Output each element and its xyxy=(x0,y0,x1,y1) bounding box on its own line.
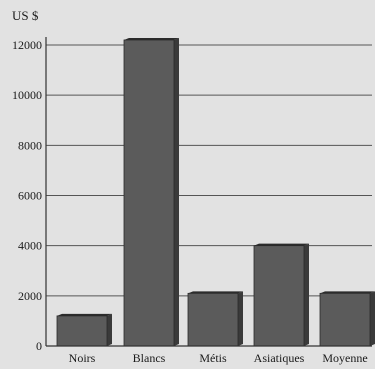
x-category-label: Noirs xyxy=(69,351,96,365)
bar-side-face xyxy=(238,291,243,346)
bar-front-face xyxy=(187,292,239,347)
bar-noirs xyxy=(56,313,112,347)
y-axis-unit-label: US $ xyxy=(12,8,39,23)
y-tick-label: 8000 xyxy=(18,138,42,152)
bar-top-face xyxy=(124,37,179,40)
bar-asiatiques xyxy=(253,243,309,347)
x-axis-labels: Noirs Blancs Métis Asiatiques Moyenne xyxy=(69,351,368,365)
bar-side-face xyxy=(370,291,375,346)
bar-front-face xyxy=(253,245,305,347)
bar-top-face xyxy=(320,291,375,294)
x-category-label: Blancs xyxy=(133,351,166,365)
y-tick-label: 4000 xyxy=(18,239,42,253)
y-tick-label: 10000 xyxy=(12,88,42,102)
axes xyxy=(45,37,372,347)
bar-top-face xyxy=(57,313,112,316)
gridlines xyxy=(46,44,372,297)
y-axis-ticks: 0 2000 4000 6000 8000 10000 12000 xyxy=(12,38,42,353)
y-tick-label: 0 xyxy=(36,339,42,353)
bars xyxy=(56,37,375,347)
x-category-label: Métis xyxy=(199,351,227,365)
bar-front-face xyxy=(319,292,371,347)
y-tick-label: 6000 xyxy=(18,189,42,203)
bar-moyenne xyxy=(319,291,375,347)
bar-side-face xyxy=(107,313,112,346)
bar-top-face xyxy=(188,291,243,294)
bar-front-face xyxy=(56,315,108,347)
bar-side-face xyxy=(304,243,309,346)
bar-top-face xyxy=(254,243,309,246)
y-tick-label: 12000 xyxy=(12,38,42,52)
bar-métis xyxy=(187,291,243,347)
y-tick-label: 2000 xyxy=(18,289,42,303)
bar-blancs xyxy=(123,37,179,347)
x-category-label: Asiatiques xyxy=(254,351,305,365)
bar-front-face xyxy=(123,39,175,347)
bar-side-face xyxy=(174,37,179,346)
x-category-label: Moyenne xyxy=(322,351,367,365)
